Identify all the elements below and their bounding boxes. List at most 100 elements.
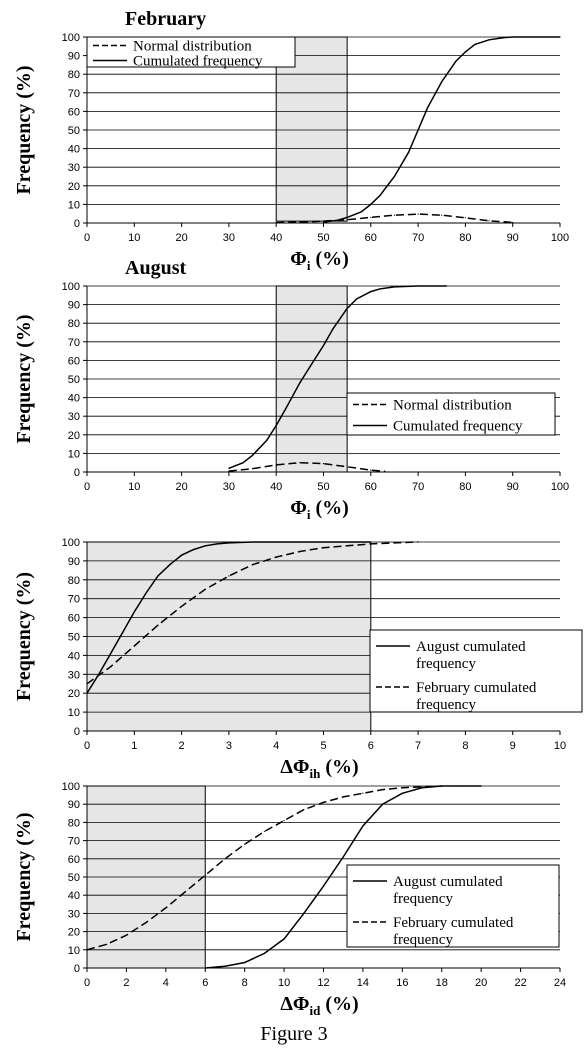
data-point — [337, 219, 339, 221]
data-point — [379, 288, 381, 290]
data-point — [299, 382, 301, 384]
data-point — [460, 785, 463, 787]
x-tick-label: 30 — [223, 232, 235, 244]
x-tick-label: 60 — [365, 481, 377, 493]
y-tick-label: 40 — [68, 650, 80, 662]
y-tick-label: 80 — [68, 318, 80, 330]
data-point — [441, 81, 443, 83]
data-point — [401, 787, 403, 789]
y-tick-label: 90 — [68, 799, 80, 811]
data-point — [299, 221, 301, 223]
data-point — [299, 550, 301, 553]
x-axis-label: ΔΦih (%) — [280, 756, 358, 781]
series-line-2 — [323, 36, 560, 223]
y-tick-label: 10 — [68, 448, 80, 460]
data-point — [322, 801, 325, 803]
data-point — [181, 605, 183, 607]
x-tick-label: 10 — [554, 740, 566, 752]
x-tick-label: 20 — [175, 232, 187, 244]
data-point — [244, 961, 246, 964]
data-point — [303, 809, 305, 811]
x-tick-label: 90 — [507, 481, 519, 493]
x-tick-label: 50 — [317, 232, 329, 244]
x-axis-label: ΔΦid (%) — [280, 993, 358, 1018]
y-tick-label: 70 — [68, 337, 80, 349]
data-point — [370, 216, 372, 219]
data-point — [382, 803, 384, 805]
y-tick-label: 70 — [68, 88, 80, 100]
data-point — [263, 830, 265, 833]
data-point — [322, 885, 325, 887]
x-tick-label: 0 — [84, 740, 90, 752]
data-point — [502, 37, 504, 39]
data-point — [204, 588, 206, 590]
x-tick-label: 3 — [226, 740, 232, 752]
data-point — [275, 556, 277, 558]
y-tick-label: 0 — [74, 218, 80, 230]
chart-1: 0 10 20 30 40 50 60 70 80 90 100 0 10 20 30 40 50 60 70 80 9… — [13, 8, 569, 273]
data-point — [165, 907, 167, 909]
x-tick-label: 60 — [365, 232, 377, 244]
data-point — [86, 683, 88, 685]
data-point — [441, 785, 443, 787]
data-point — [224, 965, 226, 967]
data-point — [559, 36, 561, 38]
data-point — [283, 819, 285, 822]
y-tick-label: 10 — [68, 199, 80, 211]
data-point — [86, 692, 88, 694]
data-point — [426, 107, 429, 109]
x-tick-label: 12 — [317, 977, 329, 989]
x-tick-label: 100 — [551, 481, 569, 493]
figure-caption: Figure 3 — [260, 1023, 327, 1045]
data-point — [285, 408, 287, 410]
data-point — [216, 543, 218, 545]
y-axis-label: Frequency (%) — [13, 314, 35, 443]
data-point — [512, 36, 514, 38]
legend-label: Cumulated frequency — [133, 54, 263, 70]
data-point — [251, 454, 254, 456]
data-point — [342, 796, 344, 798]
data-point — [455, 60, 457, 62]
data-point — [393, 175, 396, 178]
y-tick-label: 50 — [68, 125, 80, 137]
x-tick-label: 8 — [242, 977, 248, 989]
data-point — [370, 541, 372, 543]
y-tick-label: 0 — [74, 467, 80, 479]
data-point — [370, 290, 372, 293]
y-tick-label: 100 — [62, 281, 80, 293]
x-tick-label: 6 — [202, 977, 208, 989]
data-point — [322, 463, 325, 465]
y-tick-label: 40 — [68, 144, 80, 156]
data-point — [488, 220, 490, 222]
data-point — [370, 543, 372, 545]
data-point — [313, 359, 315, 361]
legend-box — [369, 629, 583, 713]
x-tick-label: 5 — [320, 740, 326, 752]
chart-title: February — [125, 8, 206, 30]
data-point — [121, 632, 124, 634]
data-point — [204, 874, 206, 876]
y-tick-label: 10 — [68, 707, 80, 719]
data-point — [417, 213, 419, 215]
legend-box — [346, 864, 560, 948]
x-tick-label: 0 — [84, 977, 90, 989]
data-point — [488, 39, 490, 41]
data-point — [157, 624, 159, 626]
data-point — [382, 789, 384, 791]
data-point — [110, 652, 112, 655]
y-axis-label: Frequency (%) — [13, 572, 35, 701]
x-tick-label: 70 — [412, 481, 424, 493]
data-point — [242, 462, 244, 464]
data-point — [303, 912, 305, 915]
y-tick-label: 0 — [74, 726, 80, 738]
data-point — [322, 344, 325, 347]
data-point — [228, 575, 230, 577]
data-point — [228, 470, 230, 472]
data-point — [275, 424, 277, 427]
data-point — [346, 307, 348, 309]
y-tick-label: 20 — [68, 430, 80, 442]
data-point — [346, 545, 348, 547]
legend-label: February cumulated frequency — [393, 915, 514, 948]
data-point — [480, 785, 482, 787]
